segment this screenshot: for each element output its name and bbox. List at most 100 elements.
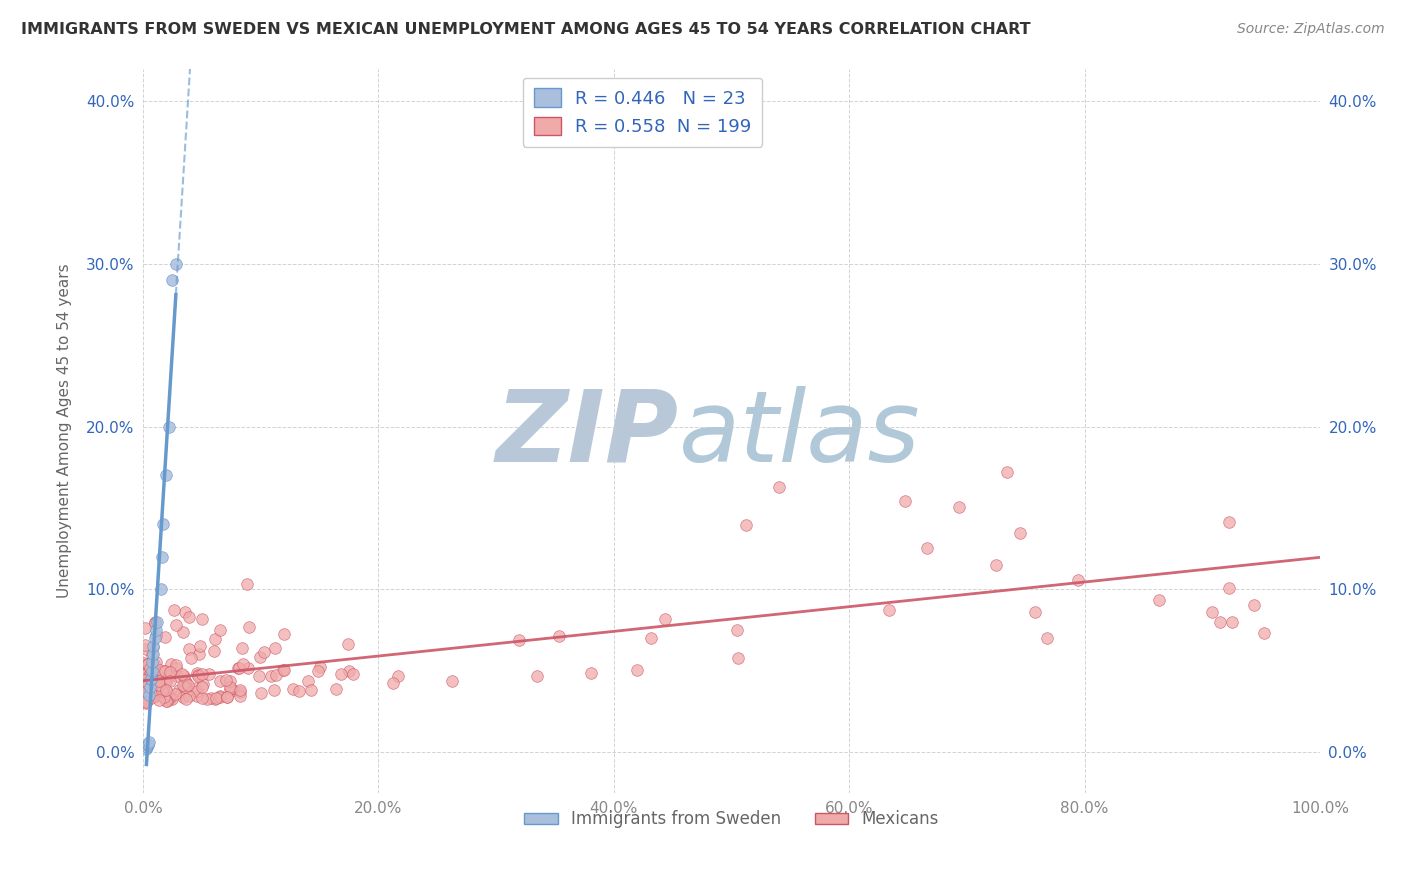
Point — [1220, 615, 1243, 630]
Point — [176, 683, 198, 698]
Point — [217, 690, 239, 704]
Point — [187, 647, 209, 661]
Point — [204, 691, 226, 706]
Point — [155, 674, 177, 689]
Point — [148, 686, 170, 700]
Point — [163, 687, 186, 701]
Point — [150, 672, 173, 686]
Point — [948, 500, 970, 514]
Point — [165, 660, 187, 674]
Point — [141, 664, 163, 678]
Point — [148, 693, 170, 707]
Point — [179, 610, 201, 624]
Point — [191, 612, 214, 626]
Point — [145, 628, 167, 642]
Point — [142, 639, 165, 653]
Text: IMMIGRANTS FROM SWEDEN VS MEXICAN UNEMPLOYMENT AMONG AGES 45 TO 54 YEARS CORRELA: IMMIGRANTS FROM SWEDEN VS MEXICAN UNEMPL… — [21, 22, 1031, 37]
Point — [1067, 573, 1090, 587]
Point — [136, 737, 159, 751]
Point — [153, 631, 176, 645]
Point — [146, 615, 169, 629]
Point — [132, 673, 155, 687]
Y-axis label: Unemployment Among Ages 45 to 54 years: Unemployment Among Ages 45 to 54 years — [58, 263, 72, 598]
Point — [143, 665, 166, 679]
Point — [139, 680, 162, 694]
Point — [187, 668, 209, 682]
Point — [190, 639, 212, 653]
Point — [342, 667, 364, 681]
Point — [337, 664, 360, 678]
Point — [205, 690, 228, 705]
Point — [150, 549, 173, 564]
Point — [337, 636, 360, 650]
Point — [173, 669, 195, 683]
Point — [204, 632, 226, 646]
Point — [142, 640, 165, 654]
Point — [229, 685, 252, 699]
Point — [273, 627, 295, 641]
Point — [139, 672, 162, 686]
Point — [141, 648, 163, 663]
Point — [579, 666, 602, 681]
Point — [526, 668, 548, 682]
Point — [142, 673, 165, 687]
Point — [725, 623, 748, 637]
Point — [995, 465, 1018, 479]
Point — [143, 631, 166, 645]
Point — [169, 685, 191, 699]
Point — [160, 691, 183, 706]
Point — [152, 669, 174, 683]
Point — [1218, 515, 1240, 529]
Point — [139, 669, 162, 683]
Point — [159, 692, 181, 706]
Text: ZIP: ZIP — [495, 385, 679, 483]
Point — [141, 656, 163, 670]
Point — [177, 678, 200, 692]
Point — [136, 666, 159, 681]
Point — [271, 663, 294, 677]
Point — [626, 663, 648, 677]
Point — [288, 684, 311, 698]
Point — [148, 678, 170, 692]
Point — [1008, 525, 1031, 540]
Point — [218, 673, 240, 688]
Point — [273, 664, 295, 678]
Point — [177, 689, 200, 703]
Point — [143, 690, 166, 704]
Point — [232, 657, 254, 672]
Point — [253, 644, 276, 658]
Point — [228, 661, 250, 675]
Point — [157, 419, 180, 434]
Point — [165, 257, 187, 271]
Point — [309, 660, 332, 674]
Point — [879, 603, 901, 617]
Point — [249, 650, 271, 665]
Point — [217, 690, 239, 705]
Point — [1201, 606, 1223, 620]
Point — [135, 667, 157, 681]
Point — [172, 690, 194, 705]
Point — [135, 641, 157, 656]
Point — [174, 680, 197, 694]
Point — [136, 739, 159, 753]
Point — [231, 640, 253, 655]
Point — [143, 615, 166, 629]
Point — [226, 661, 249, 675]
Point — [165, 658, 187, 673]
Point — [138, 676, 160, 690]
Point — [145, 623, 167, 637]
Point — [136, 657, 159, 672]
Point — [156, 694, 179, 708]
Point — [159, 673, 181, 688]
Point — [155, 684, 177, 698]
Point — [138, 735, 160, 749]
Point — [149, 683, 172, 698]
Point — [174, 692, 197, 706]
Point — [135, 684, 157, 698]
Point — [159, 665, 181, 679]
Point — [1218, 581, 1240, 595]
Point — [172, 667, 194, 681]
Point — [222, 683, 245, 698]
Point — [136, 657, 159, 671]
Point — [184, 681, 207, 695]
